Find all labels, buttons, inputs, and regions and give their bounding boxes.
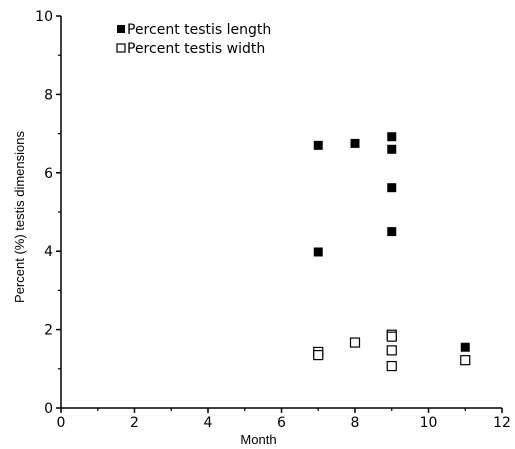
x-tick-label: 2 bbox=[130, 415, 139, 431]
length-point bbox=[460, 342, 470, 352]
x-tick-label: 8 bbox=[351, 415, 360, 431]
length-point bbox=[350, 138, 360, 148]
length-point bbox=[387, 144, 397, 154]
x-tick-label: 6 bbox=[277, 415, 286, 431]
y-axis-title: Percent (%) testis dimensions bbox=[12, 131, 27, 303]
legend-filled-square-marker bbox=[117, 25, 125, 33]
length-point bbox=[313, 247, 323, 257]
x-tick-label: 10 bbox=[420, 415, 438, 431]
length-point bbox=[387, 132, 397, 142]
legend-open-square-marker bbox=[116, 43, 126, 53]
width-point bbox=[313, 349, 324, 361]
axes: 0 2 4 6 8 10 0 2 4 6 8 10 12 bbox=[35, 9, 511, 431]
width-point bbox=[349, 337, 361, 348]
width-point bbox=[386, 360, 397, 372]
y-tick-label: 4 bbox=[44, 244, 53, 260]
width-point bbox=[386, 345, 397, 356]
x-tick-label: 0 bbox=[57, 415, 66, 431]
length-point bbox=[387, 183, 397, 193]
width-point bbox=[460, 355, 471, 366]
width-point bbox=[386, 331, 397, 342]
y-tick-label: 2 bbox=[44, 323, 53, 339]
legend-label: Percent testis length bbox=[127, 22, 271, 38]
y-tick-label: 10 bbox=[35, 9, 53, 25]
legend-label: Percent testis width bbox=[127, 41, 265, 57]
x-axis-title: Month bbox=[240, 432, 276, 447]
length-point bbox=[313, 140, 323, 150]
y-tick-label: 6 bbox=[44, 166, 53, 182]
x-tick-label: 4 bbox=[204, 415, 213, 431]
length-point bbox=[387, 227, 397, 237]
x-tick-label: 12 bbox=[493, 415, 511, 431]
legend: Percent testis length Percent testis widt… bbox=[116, 22, 271, 57]
y-tick-label: 0 bbox=[44, 401, 53, 417]
y-tick-label: 8 bbox=[44, 87, 53, 103]
data-marks bbox=[313, 132, 471, 372]
